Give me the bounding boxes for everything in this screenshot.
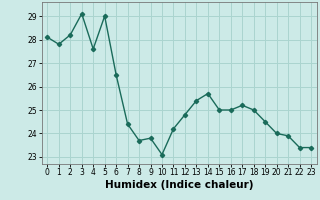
X-axis label: Humidex (Indice chaleur): Humidex (Indice chaleur) bbox=[105, 180, 253, 190]
